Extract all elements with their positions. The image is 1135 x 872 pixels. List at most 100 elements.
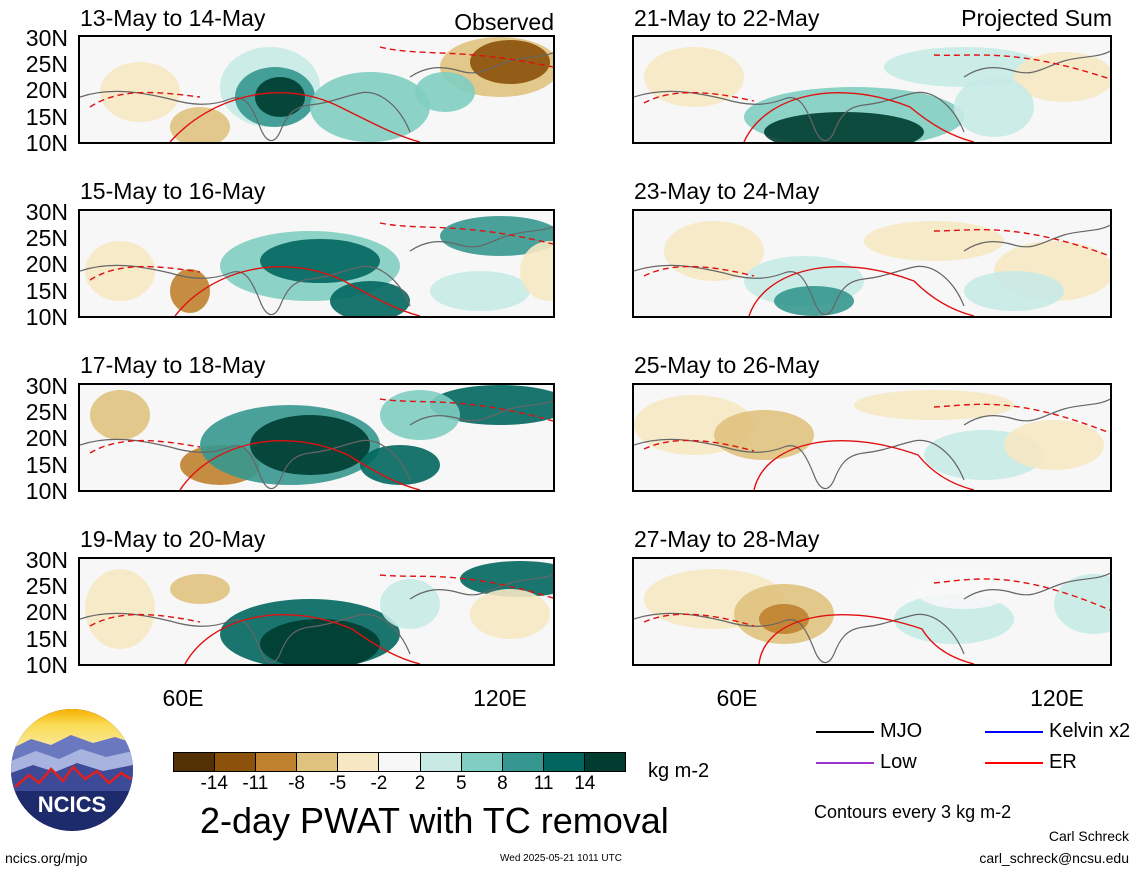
- colorbar-swatch: [543, 753, 585, 771]
- lat-label: 25N: [25, 225, 68, 251]
- er-contour-negative: [89, 439, 201, 454]
- er-contour-negative: [643, 439, 755, 452]
- er-contour-positive: [174, 266, 421, 316]
- legend-swatch: [816, 730, 874, 733]
- map-panel-3: [78, 383, 555, 492]
- pwat-field: [80, 211, 553, 316]
- colorbar-label: 14: [574, 773, 596, 794]
- er-contour-negative: [933, 578, 1110, 611]
- anomaly-region: [470, 40, 550, 84]
- footer-url[interactable]: ncics.org/mjo: [5, 850, 88, 866]
- lat-label: 15N: [25, 626, 68, 652]
- colorbar-label: 2: [414, 773, 426, 794]
- anomaly-region: [310, 72, 430, 142]
- er-contour-negative: [379, 398, 553, 422]
- coastline: [634, 50, 1110, 141]
- anomaly-region: [255, 77, 305, 117]
- legend-swatch: [985, 761, 1043, 764]
- colorbar-swatch: [502, 753, 544, 771]
- panel-8-title: 27-May to 28-May: [634, 526, 820, 552]
- er-contour-positive: [169, 92, 421, 142]
- anomaly-region: [759, 604, 809, 634]
- anomaly-region: [644, 47, 744, 107]
- coastline: [80, 574, 553, 663]
- legend-item-mjo: MJO: [816, 720, 922, 743]
- panel-5-title: 21-May to 22-May: [634, 5, 820, 31]
- lat-label: 10N: [25, 130, 68, 156]
- er-contour-positive: [758, 614, 975, 664]
- er-contour-negative: [379, 46, 553, 68]
- lat-label: 15N: [25, 104, 68, 130]
- coastline: [634, 224, 1110, 315]
- legend-label: Low: [880, 751, 917, 773]
- pwat-field: [634, 37, 1110, 142]
- er-contour-negative: [89, 613, 201, 627]
- er-contour-negative: [933, 403, 1110, 434]
- pwat-field: [634, 211, 1110, 316]
- anomaly-region: [260, 619, 380, 664]
- anomaly-region: [864, 221, 1004, 261]
- colorbar-swatch: [420, 753, 462, 771]
- legend-label: Kelvin x2: [1049, 720, 1131, 742]
- coastline: [80, 52, 553, 141]
- panel-1-tag: Observed: [454, 9, 554, 35]
- anomaly-region: [170, 269, 210, 313]
- anomaly-region: [1014, 52, 1110, 102]
- panel-5-tag: Projected Sum: [961, 5, 1112, 31]
- map-panel-4: [78, 557, 555, 666]
- coastline: [634, 572, 1110, 663]
- anomaly-region: [440, 216, 553, 256]
- logo-text: NCICS: [38, 792, 106, 817]
- anomaly-region: [430, 385, 553, 425]
- footer-email[interactable]: carl_schreck@ncsu.edu: [979, 850, 1129, 866]
- lon-label-60e-right: 60E: [716, 685, 758, 711]
- lon-label-120e-left: 120E: [473, 685, 527, 711]
- legend-swatch: [816, 761, 874, 764]
- panel-3-title: 17-May to 18-May: [80, 352, 266, 378]
- anomaly-region: [964, 271, 1064, 311]
- legend-item-er: ER: [985, 751, 1077, 774]
- lat-label: 10N: [25, 478, 68, 504]
- lat-label: 20N: [25, 425, 68, 451]
- anomaly-region: [170, 574, 230, 604]
- colorbar-swatch: [338, 753, 380, 771]
- anomaly-region: [85, 241, 155, 301]
- panel-1-title: 13-May to 14-May: [80, 5, 266, 31]
- colorbar-swatch: [461, 753, 503, 771]
- colorbar-swatch: [297, 753, 339, 771]
- legend-label: MJO: [880, 720, 923, 742]
- ncics-logo[interactable]: NCICS: [11, 709, 133, 831]
- colorbar-label: -2: [370, 773, 388, 794]
- anomaly-region: [90, 390, 150, 440]
- er-contour-negative: [89, 265, 201, 281]
- panel-6-title: 23-May to 24-May: [634, 178, 820, 204]
- lat-label: 25N: [25, 399, 68, 425]
- pwat-field: [80, 385, 553, 490]
- lat-label: 20N: [25, 251, 68, 277]
- colorbar-swatch: [256, 753, 298, 771]
- anomaly-region: [470, 589, 550, 639]
- contour-note: Contours every 3 kg m-2: [814, 802, 1012, 822]
- pwat-field: [634, 559, 1110, 664]
- pwat-field: [80, 37, 553, 142]
- anomaly-region: [1004, 420, 1104, 470]
- legend-swatch: [985, 730, 1043, 733]
- er-contour-positive: [748, 266, 975, 316]
- colorbar-label: 5: [455, 773, 467, 794]
- anomaly-region: [260, 239, 380, 283]
- lat-label: 15N: [25, 278, 68, 304]
- er-contour-positive: [743, 92, 975, 142]
- lat-label: 20N: [25, 599, 68, 625]
- anomaly-region: [884, 47, 1044, 87]
- lat-label: 25N: [25, 51, 68, 77]
- colorbar-label: -5: [329, 773, 347, 794]
- map-panel-1: [78, 35, 555, 144]
- lat-label: 10N: [25, 304, 68, 330]
- legend-item-kelvin: Kelvin x2: [985, 720, 1130, 743]
- anomaly-region: [954, 77, 1034, 137]
- colorbar: [173, 752, 626, 772]
- anomaly-region: [914, 569, 1014, 609]
- footer-timestamp: Wed 2025-05-21 1011 UTC: [500, 853, 622, 864]
- er-contour-negative: [379, 574, 553, 599]
- anomaly-region: [1054, 574, 1110, 634]
